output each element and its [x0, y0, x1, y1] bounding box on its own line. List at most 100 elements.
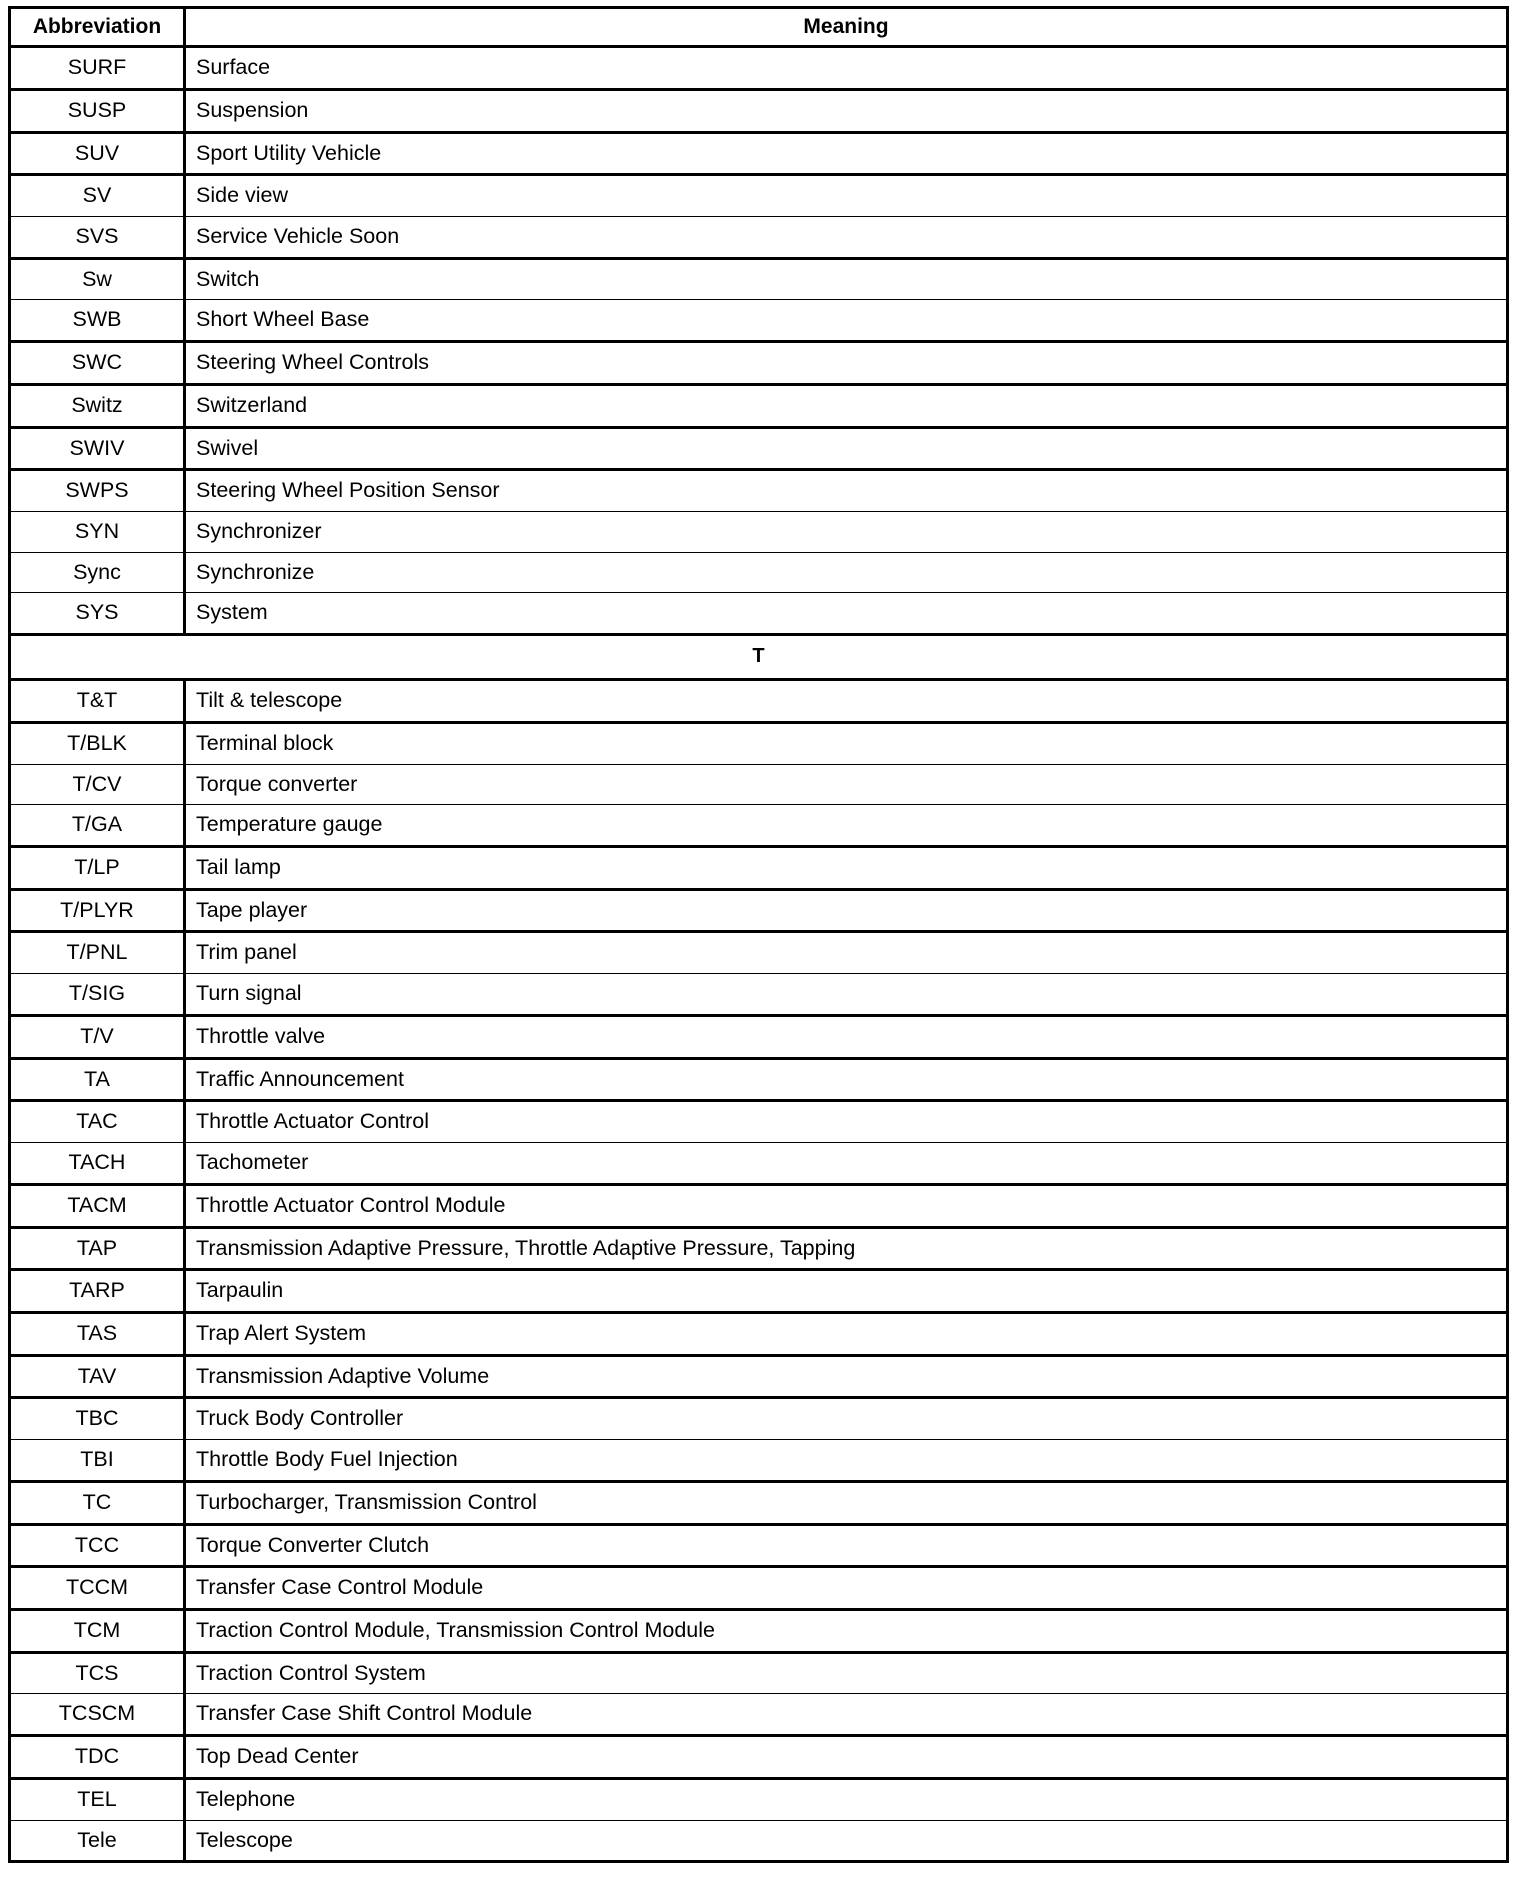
table-row: SWB Short Wheel Base: [9, 299, 1508, 344]
cell-meaning: Short Wheel Base: [184, 299, 1508, 344]
table-row: Tele Telescope: [9, 1820, 1508, 1862]
cell-meaning: Throttle Actuator Control Module: [184, 1184, 1508, 1229]
cell-abbreviation: TA: [9, 1058, 186, 1103]
cell-abbreviation: T/GA: [9, 804, 186, 849]
table-row: TEL Telephone: [9, 1778, 1508, 1821]
cell-abbreviation: T/BLK: [9, 722, 186, 765]
table-row: T/PLYR Tape player: [9, 889, 1508, 934]
cell-meaning: Tape player: [184, 889, 1508, 934]
table-row: SURF Surface: [9, 46, 1508, 91]
cell-abbreviation: SUSP: [9, 89, 186, 134]
cell-abbreviation: T/LP: [9, 846, 186, 891]
cell-abbreviation: TBC: [9, 1397, 186, 1441]
column-header-abbreviation: Abbreviation: [9, 7, 186, 49]
table-row: TA Traffic Announcement: [9, 1058, 1508, 1103]
cell-meaning: Turn signal: [184, 973, 1508, 1017]
table-row: T/GA Temperature gauge: [9, 804, 1508, 849]
table-header-row: Abbreviation Meaning: [9, 7, 1508, 49]
cell-meaning: Telescope: [184, 1820, 1508, 1862]
table-row: TACH Tachometer: [9, 1142, 1508, 1186]
table-row: T/BLK Terminal block: [9, 722, 1508, 765]
cell-abbreviation: TACM: [9, 1184, 186, 1229]
table-row: Sync Synchronize: [9, 552, 1508, 594]
table-row: TCC Torque Converter Clutch: [9, 1524, 1508, 1569]
cell-meaning: Torque Converter Clutch: [184, 1524, 1508, 1569]
cell-abbreviation: TCC: [9, 1524, 186, 1569]
cell-abbreviation: TCSCM: [9, 1693, 186, 1738]
column-header-meaning: Meaning: [184, 7, 1508, 49]
cell-meaning: Steering Wheel Controls: [184, 341, 1508, 386]
cell-meaning: Tachometer: [184, 1142, 1508, 1186]
cell-abbreviation: SV: [9, 174, 186, 217]
cell-abbreviation: TC: [9, 1481, 186, 1526]
table-row: T/V Throttle valve: [9, 1015, 1508, 1060]
table-row: TAV Transmission Adaptive Volume: [9, 1355, 1508, 1400]
cell-abbreviation: SYS: [9, 592, 186, 637]
table-row: TC Turbocharger, Transmission Control: [9, 1481, 1508, 1526]
cell-abbreviation: TEL: [9, 1778, 186, 1821]
table-row: TACM Throttle Actuator Control Module: [9, 1184, 1508, 1229]
cell-abbreviation: TCS: [9, 1652, 186, 1695]
cell-abbreviation: TCM: [9, 1609, 186, 1654]
cell-abbreviation: TARP: [9, 1269, 186, 1314]
cell-abbreviation: TAV: [9, 1355, 186, 1400]
table-row: SWIV Swivel: [9, 427, 1508, 472]
table-row: T&T Tilt & telescope: [9, 679, 1508, 724]
cell-meaning: Throttle Actuator Control: [184, 1100, 1508, 1144]
cell-meaning: Torque converter: [184, 764, 1508, 806]
cell-abbreviation: Sw: [9, 258, 186, 301]
cell-abbreviation: SWB: [9, 299, 186, 344]
cell-abbreviation: SWC: [9, 341, 186, 386]
cell-abbreviation: Switz: [9, 384, 186, 429]
table-row: Switz Switzerland: [9, 384, 1508, 429]
cell-meaning: Traction Control System: [184, 1652, 1508, 1695]
cell-meaning: Service Vehicle Soon: [184, 216, 1508, 260]
cell-meaning: Tarpaulin: [184, 1269, 1508, 1314]
cell-abbreviation: T/V: [9, 1015, 186, 1060]
cell-meaning: Trim panel: [184, 931, 1508, 975]
cell-abbreviation: T/PNL: [9, 931, 186, 975]
cell-meaning: Transmission Adaptive Pressure, Throttle…: [184, 1227, 1508, 1272]
cell-meaning: Tilt & telescope: [184, 679, 1508, 724]
table-row: T/SIG Turn signal: [9, 973, 1508, 1017]
cell-meaning: Synchronizer: [184, 511, 1508, 553]
cell-meaning: Truck Body Controller: [184, 1397, 1508, 1441]
cell-meaning: Throttle valve: [184, 1015, 1508, 1060]
table-row: T/LP Tail lamp: [9, 846, 1508, 891]
table-section-divider-row: T: [9, 633, 1508, 682]
table-row: SYS System: [9, 592, 1508, 637]
cell-meaning: Suspension: [184, 89, 1508, 134]
table-body: SURF Surface SUSP Suspension SUV Sport Utilit…: [9, 46, 1508, 1862]
cell-abbreviation: SUV: [9, 132, 186, 177]
cell-abbreviation: T/PLYR: [9, 889, 186, 934]
table-row: SYN Synchronizer: [9, 511, 1508, 553]
cell-meaning: Top Dead Center: [184, 1735, 1508, 1780]
cell-meaning: Transfer Case Control Module: [184, 1566, 1508, 1611]
cell-meaning: Swivel: [184, 427, 1508, 472]
cell-meaning: Turbocharger, Transmission Control: [184, 1481, 1508, 1526]
table-row: SWPS Steering Wheel Position Sensor: [9, 469, 1508, 512]
cell-abbreviation: TAS: [9, 1312, 186, 1357]
table-row: TCCM Transfer Case Control Module: [9, 1566, 1508, 1611]
table-row: SWC Steering Wheel Controls: [9, 341, 1508, 386]
cell-abbreviation: TAC: [9, 1100, 186, 1144]
cell-abbreviation: SVS: [9, 216, 186, 260]
table-row: SV Side view: [9, 174, 1508, 217]
cell-abbreviation: SYN: [9, 511, 186, 553]
table-row: TAP Transmission Adaptive Pressure, Throt…: [9, 1227, 1508, 1272]
cell-abbreviation: TDC: [9, 1735, 186, 1780]
table-row: TARP Tarpaulin: [9, 1269, 1508, 1314]
cell-meaning: Telephone: [184, 1778, 1508, 1821]
cell-meaning: Trap Alert System: [184, 1312, 1508, 1357]
table-row: SVS Service Vehicle Soon: [9, 216, 1508, 260]
cell-abbreviation: TACH: [9, 1142, 186, 1186]
cell-abbreviation: TCCM: [9, 1566, 186, 1611]
table-row: TCS Traction Control System: [9, 1652, 1508, 1695]
table-row: SUV Sport Utility Vehicle: [9, 132, 1508, 177]
table-row: TAC Throttle Actuator Control: [9, 1100, 1508, 1144]
cell-meaning: System: [184, 592, 1508, 637]
cell-abbreviation: SURF: [9, 46, 186, 91]
table-row: TAS Trap Alert System: [9, 1312, 1508, 1357]
table-row: TBC Truck Body Controller: [9, 1397, 1508, 1441]
